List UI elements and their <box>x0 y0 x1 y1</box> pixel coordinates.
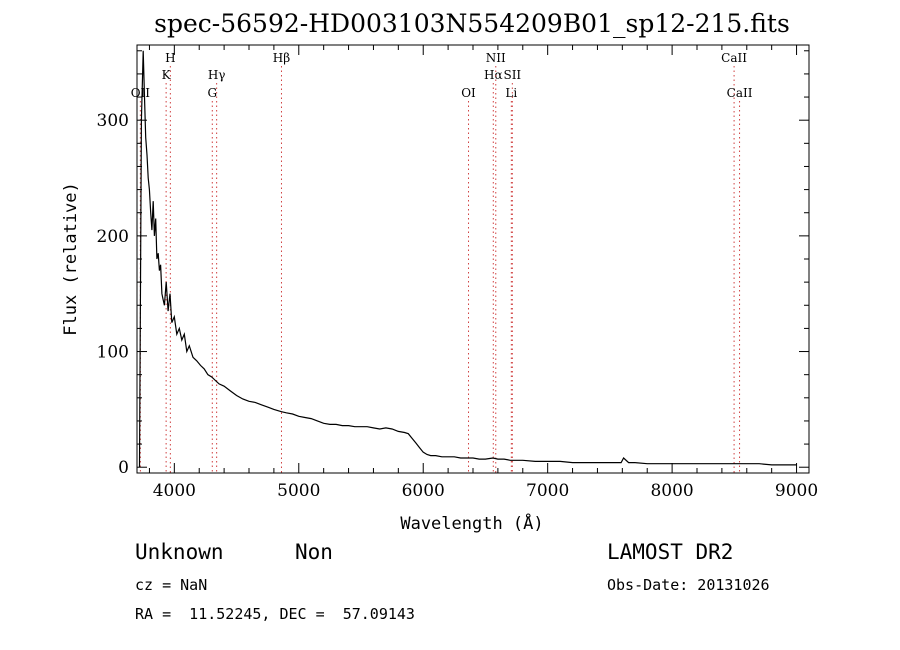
line-marker-label: Hβ <box>273 51 290 65</box>
line-marker-label: Li <box>505 86 517 100</box>
y-axis: 0 100 200 300 <box>97 50 809 478</box>
spectral-line-markers: OII KH G Hγ Hβ OI Hα NII Li SII CaII CaII <box>131 51 753 473</box>
x-tick-label: 7000 <box>526 481 569 501</box>
line-marker-label: CaII <box>727 86 753 100</box>
line-marker-label: OI <box>461 86 476 100</box>
line-marker-label: K <box>162 68 172 82</box>
object-class: Unknown <box>135 540 224 564</box>
coordinates: RA = 11.52245, DEC = 57.09143 <box>135 605 415 623</box>
line-marker-label: CaII <box>721 51 747 65</box>
x-tick-label: 6000 <box>402 481 445 501</box>
chart-title: spec-56592-HD003103N554209B01_sp12-215.f… <box>154 9 790 38</box>
x-axis: 4000 5000 6000 7000 8000 9000 <box>148 45 818 501</box>
survey-name: LAMOST DR2 <box>607 540 734 564</box>
spectrum-chart: spec-56592-HD003103N554209B01_sp12-215.f… <box>61 9 818 534</box>
x-tick-label: 5000 <box>277 481 320 501</box>
y-tick-label: 200 <box>97 227 129 247</box>
y-tick-label: 300 <box>97 111 129 131</box>
line-marker-label: SII <box>503 68 521 82</box>
y-tick-label: 0 <box>118 458 129 478</box>
x-tick-label: 8000 <box>650 481 693 501</box>
line-marker-label: Hγ <box>208 68 226 82</box>
flux-series-line <box>138 50 797 468</box>
x-tick-label: 4000 <box>153 481 196 501</box>
line-marker-label: OII <box>131 86 151 100</box>
y-tick-label: 100 <box>97 343 129 363</box>
plot-frame <box>136 44 810 474</box>
line-marker-label: G <box>207 86 217 100</box>
redshift-cz: cz = NaN <box>135 576 208 594</box>
line-marker-label: NII <box>486 51 506 65</box>
observation-date: Obs-Date: 20131026 <box>607 576 770 594</box>
x-tick-label: 9000 <box>775 481 818 501</box>
line-marker-label: Hα <box>484 68 503 82</box>
x-axis-label: Wavelength (Å) <box>400 512 543 534</box>
line-marker-label: H <box>165 51 175 65</box>
object-subclass: Non <box>295 540 333 564</box>
y-axis-label: Flux (relative) <box>61 182 81 336</box>
